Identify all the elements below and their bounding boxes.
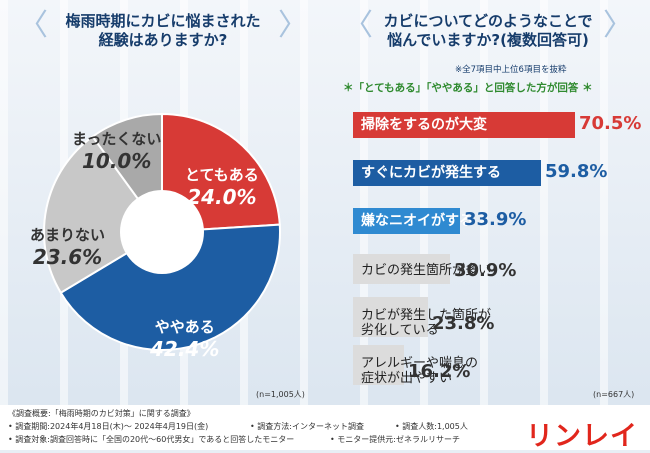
pie-question: 〈 梅雨時期にカビに悩まされた 経験はありますか? 〉	[18, 8, 308, 50]
bar-label-5: アレルギーや喘息の 症状が出やすい	[361, 356, 478, 386]
brand-logo: リンレイ	[526, 421, 638, 452]
bar-fill-2	[353, 208, 460, 234]
bracket-left-icon: 〈	[343, 8, 373, 43]
pie-label-totemo-aru: とてもある 24.0%	[185, 166, 259, 209]
pie-label-yaya-aru: ややある 42.4%	[150, 318, 220, 361]
bar-label-0: 掃除をするのが大変	[361, 112, 487, 138]
bar-question-line1: カビについてどのようなことで	[383, 12, 593, 30]
pie-question-line2: 経験はありますか?	[98, 31, 228, 49]
bar-fill-1	[353, 160, 541, 186]
bar-row-3: カビの発生箇所が多い 30.9%	[353, 254, 516, 284]
bracket-right-icon: 〉	[278, 8, 308, 43]
bar-label-line: カビの発生箇所が多い	[361, 263, 492, 278]
pie-n-note: (n=1,005人)	[256, 390, 305, 399]
bar-value-2: 33.9%	[464, 209, 527, 230]
bar-note: ※全7項目中上位6項目を抜粋	[455, 65, 567, 75]
bar-fill-3	[353, 254, 450, 284]
bar-label-line: 嫌なニオイがする	[361, 213, 473, 229]
pie-label-mattaku-nai: まったくない 10.0%	[72, 130, 162, 173]
bar-fill-5	[353, 345, 404, 385]
survey-title: 《調査概要:「梅雨時期のカビ対策」に関する調査》	[8, 409, 195, 418]
bar-row-5: アレルギーや喘息の 症状が出やすい 16.2%	[353, 345, 478, 386]
bar-question: 〈 カビについてどのようなことで 悩んでいますか?(複数回答可) 〉	[343, 8, 633, 50]
bar-n-note: (n=667人)	[593, 390, 635, 399]
bar-subtitle: ＊「とてもある」「ややある」と回答した方が回答 ＊	[343, 82, 593, 94]
bar-label-line: 症状が出やすい	[361, 371, 453, 386]
pie-label-amari-nai: あまりない 23.6%	[30, 226, 106, 269]
bar-label-line: アレルギーや喘息の	[361, 356, 479, 371]
bar-label-1: すぐにカビが発生する	[361, 160, 501, 186]
survey-method: • 調査方法:インターネット調査	[250, 422, 364, 431]
footer: 《調査概要:「梅雨時期のカビ対策」に関する調査》 • 調査期間:2024年4月1…	[0, 405, 650, 452]
bar-fill-0	[353, 112, 575, 138]
pie-chart	[43, 112, 281, 351]
bar-label-line: カビが発生した箇所が	[361, 308, 492, 323]
pie-panel: 〈 梅雨時期にカビに悩まされた 経験はありますか? 〉 とてもある 24.0% …	[0, 0, 325, 405]
bar-label-2: 嫌なニオイがする	[361, 208, 473, 234]
pie-question-line1: 梅雨時期にカビに悩まされた	[65, 12, 261, 30]
pie-slice-2	[43, 135, 164, 295]
bar-value-0: 70.5%	[579, 113, 642, 134]
bar-fill-4	[353, 297, 428, 337]
bracket-right-icon: 〉	[603, 8, 633, 43]
bar-panel: 〈 カビについてどのようなことで 悩んでいますか?(複数回答可) 〉 ※全7項目…	[325, 0, 650, 405]
survey-target: • 調査対象:調査回答時に「全国の20代〜60代男女」であると回答したモニター	[8, 435, 295, 444]
bar-row-4: カビが発生した箇所が 劣化している 23.8%	[353, 297, 494, 338]
bar-value-1: 59.8%	[545, 161, 608, 182]
bar-value-3: 30.9%	[454, 260, 517, 281]
bar-value-4: 23.8%	[432, 313, 495, 334]
survey-provider: • モニター提供元:ゼネラルリサーチ	[330, 435, 460, 444]
bar-row-1: すぐにカビが発生する 59.8%	[353, 160, 607, 186]
bar-label-line: すぐにカビが発生する	[361, 165, 501, 181]
pie-slice-1	[59, 223, 281, 351]
bar-label-4: カビが発生した箇所が 劣化している	[361, 308, 491, 338]
survey-period: • 調査期間:2024年4月18日(木)～ 2024年4月19日(金)	[8, 422, 209, 431]
bar-label-line: 掃除をするのが大変	[361, 117, 487, 133]
bar-question-line2: 悩んでいますか?(複数回答可)	[387, 31, 589, 49]
bar-label-3: カビの発生箇所が多い	[361, 263, 491, 278]
bar-row-2: 嫌なニオイがする 33.9%	[353, 208, 526, 234]
bar-row-0: 掃除をするのが大変 70.5%	[353, 112, 641, 138]
bar-label-line: 劣化している	[361, 323, 439, 338]
bracket-left-icon: 〈	[18, 8, 48, 43]
pie-center-hole	[120, 190, 204, 274]
survey-count: • 調査人数:1,005人	[395, 422, 468, 431]
bar-value-5: 16.2%	[408, 361, 471, 382]
